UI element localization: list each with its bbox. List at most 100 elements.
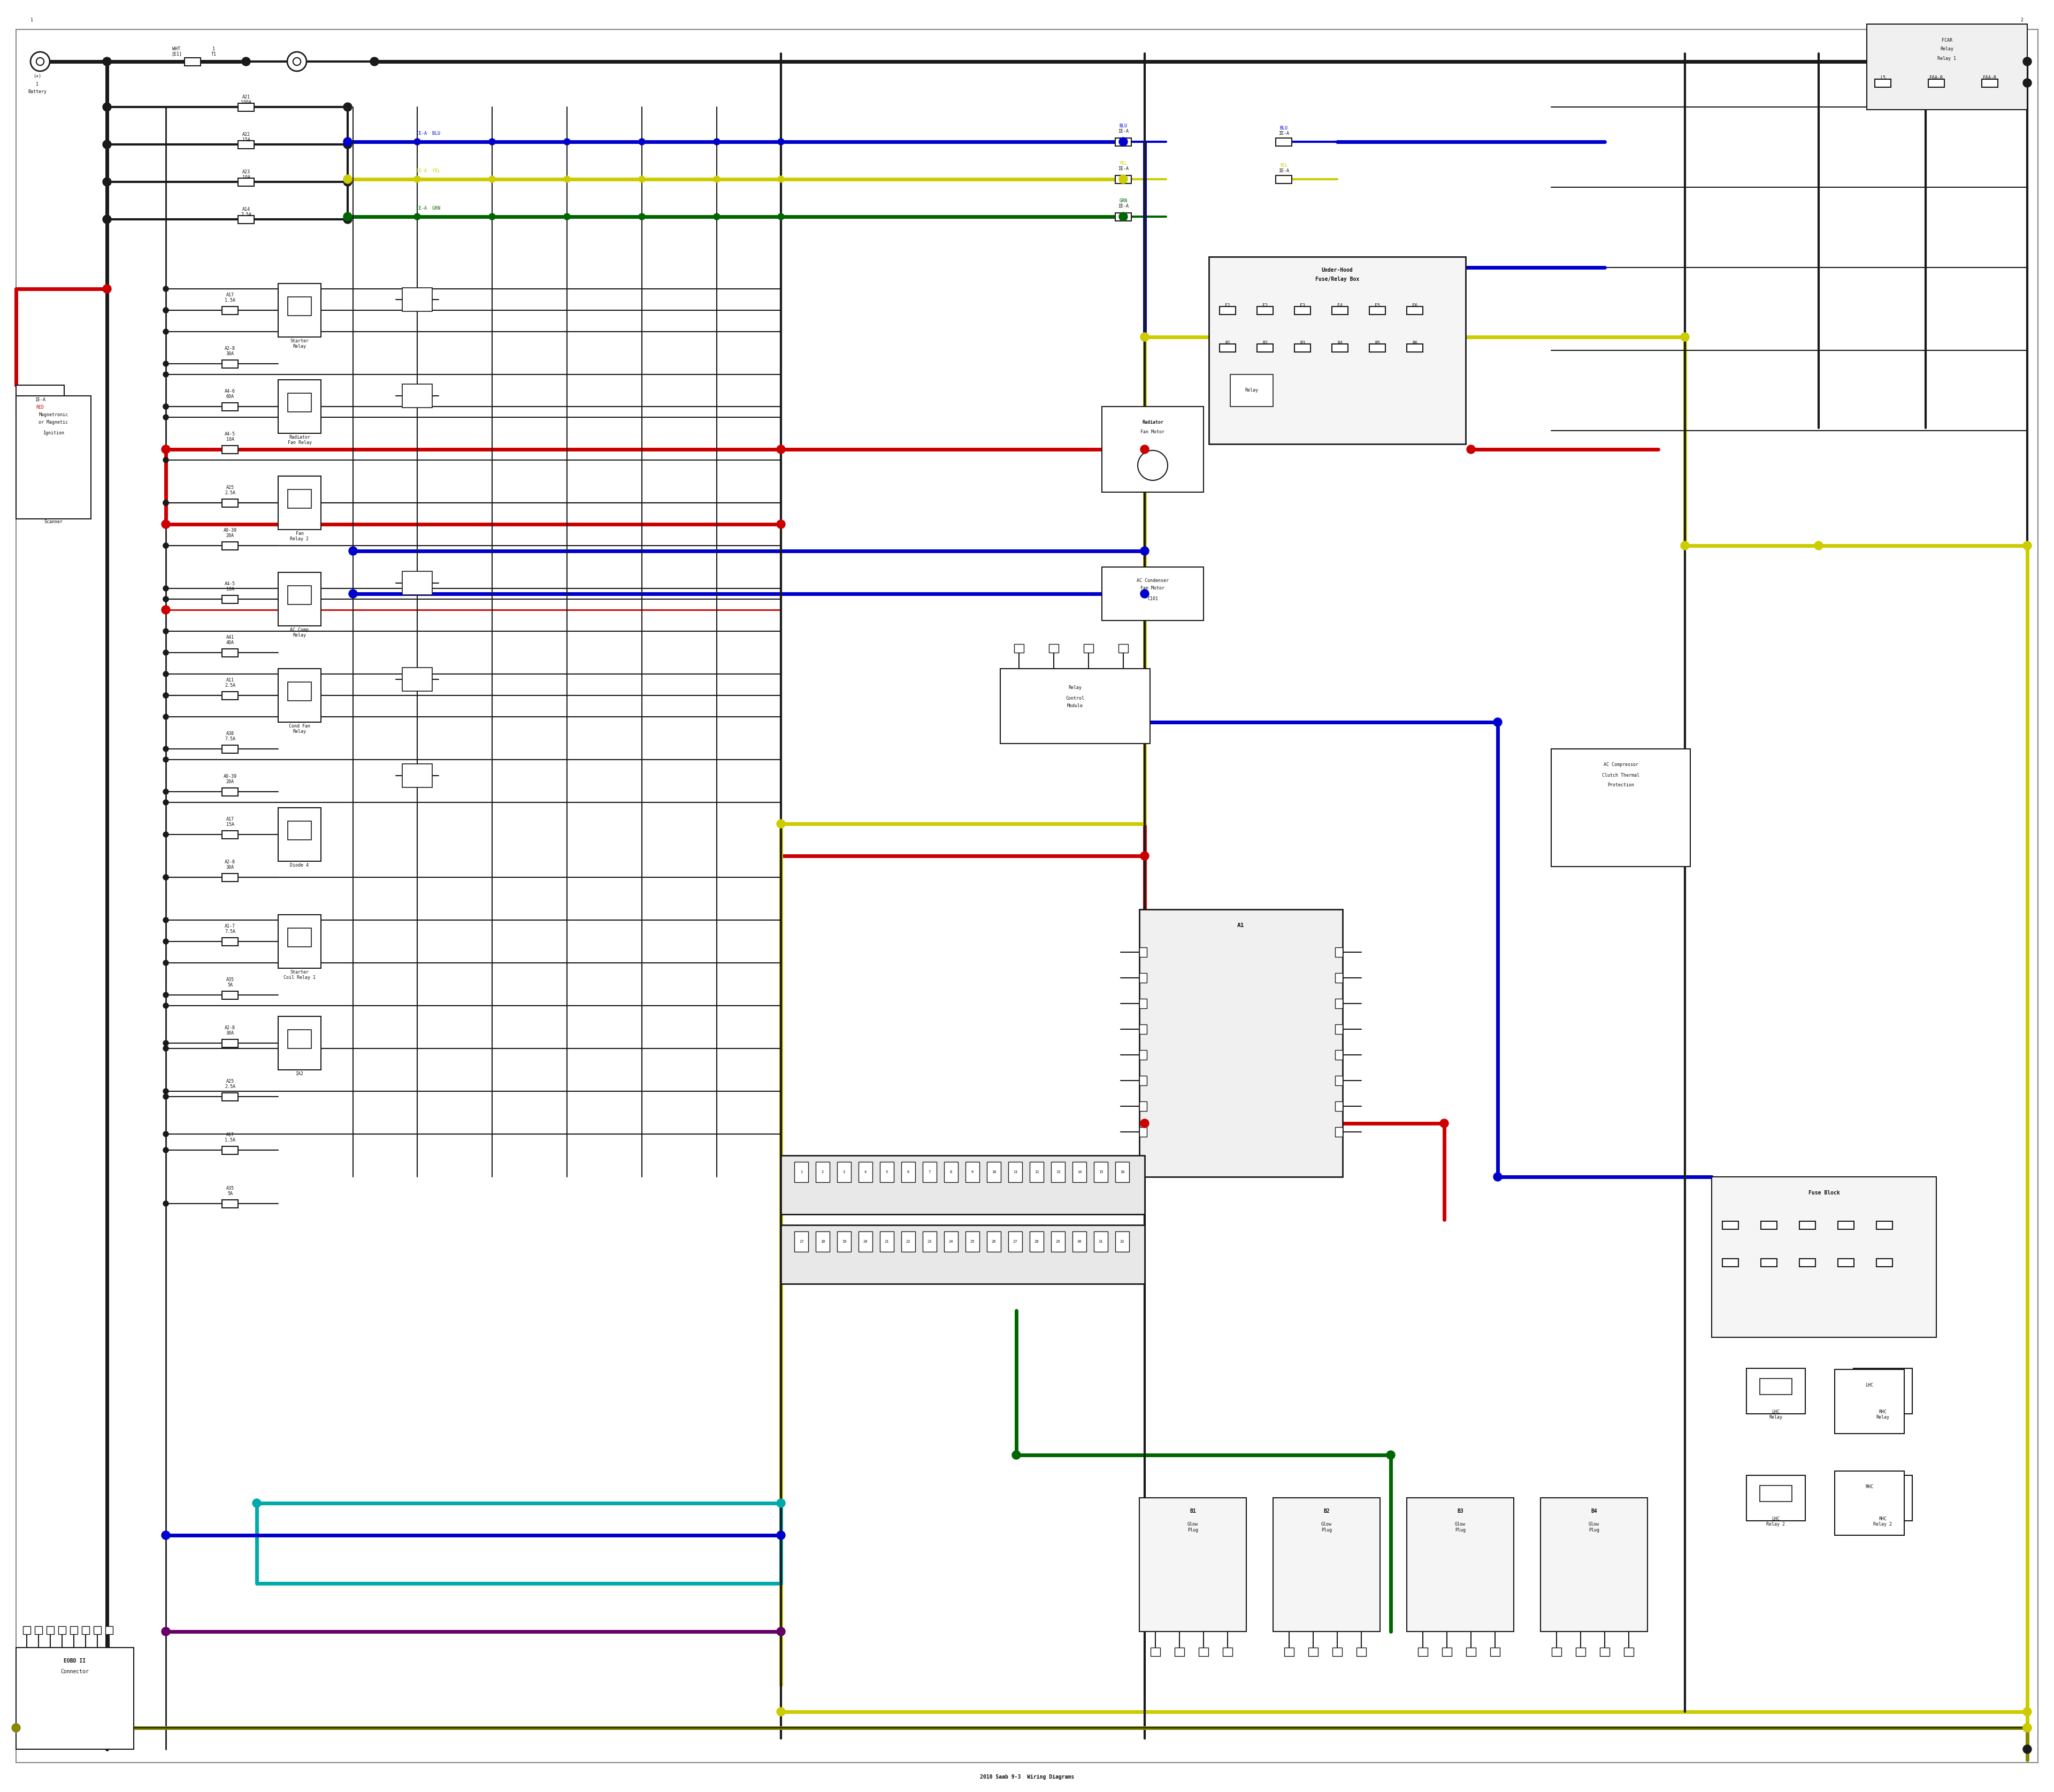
Text: A17: A17: [226, 1133, 234, 1136]
Bar: [222, 830, 238, 839]
Text: 8: 8: [949, 1170, 953, 1174]
Bar: [1407, 1498, 1514, 1631]
Bar: [222, 692, 238, 699]
Circle shape: [162, 745, 168, 751]
Circle shape: [2023, 57, 2031, 66]
Bar: [1335, 948, 1343, 957]
Bar: [1140, 1075, 1146, 1086]
Text: 12: 12: [1035, 1170, 1039, 1174]
Bar: [1867, 1486, 1900, 1502]
Text: Relay: Relay: [294, 729, 306, 735]
Circle shape: [343, 140, 351, 149]
Circle shape: [162, 1131, 168, 1136]
Bar: [277, 668, 320, 722]
Text: IA2: IA2: [296, 1072, 304, 1077]
Circle shape: [103, 57, 111, 66]
Text: 2010 Saab 9-3  Wiring Diagrams: 2010 Saab 9-3 Wiring Diagrams: [980, 1774, 1074, 1779]
Text: R3: R3: [1300, 340, 1304, 346]
Bar: [965, 1231, 980, 1253]
Bar: [1150, 1647, 1161, 1656]
Bar: [1052, 1231, 1064, 1253]
Text: A0-39: A0-39: [224, 774, 236, 778]
Circle shape: [162, 1627, 170, 1636]
Text: T1: T1: [212, 52, 216, 56]
Bar: [1220, 344, 1237, 351]
Circle shape: [349, 547, 357, 556]
Bar: [1625, 1647, 1633, 1656]
Bar: [922, 1161, 937, 1183]
Bar: [185, 57, 201, 66]
Bar: [1140, 1127, 1146, 1136]
Circle shape: [288, 52, 306, 72]
Bar: [795, 1161, 807, 1183]
Text: RHC
Relay: RHC Relay: [1875, 1410, 1890, 1419]
Text: A25: A25: [226, 1079, 234, 1084]
Bar: [945, 1231, 957, 1253]
Text: A35: A35: [226, 1186, 234, 1190]
Bar: [1029, 1231, 1043, 1253]
Circle shape: [1140, 1118, 1148, 1127]
Text: 17: 17: [799, 1240, 803, 1244]
Text: A38: A38: [226, 731, 234, 737]
Text: 30A: 30A: [226, 1030, 234, 1036]
Circle shape: [2023, 79, 2031, 88]
Circle shape: [713, 176, 721, 183]
Text: A23: A23: [242, 168, 251, 174]
Bar: [238, 177, 255, 186]
Circle shape: [2023, 1724, 2031, 1733]
Circle shape: [776, 1498, 785, 1507]
Bar: [403, 668, 431, 692]
Bar: [859, 1161, 873, 1183]
Text: IE-A  BLU: IE-A BLU: [415, 131, 440, 136]
Text: 15: 15: [1099, 1170, 1103, 1174]
Bar: [1335, 1025, 1343, 1034]
Bar: [288, 928, 312, 946]
Text: A4-6: A4-6: [224, 389, 236, 394]
Circle shape: [162, 1088, 168, 1093]
Text: 9: 9: [972, 1170, 974, 1174]
Circle shape: [162, 1093, 168, 1098]
Circle shape: [1140, 333, 1148, 340]
Text: F2: F2: [1263, 303, 1267, 308]
Bar: [1853, 1475, 1912, 1521]
Text: Fan Motor: Fan Motor: [1140, 586, 1165, 591]
Text: RED: RED: [37, 405, 43, 410]
Text: Fuse/Relay Box: Fuse/Relay Box: [1315, 276, 1360, 281]
Bar: [222, 937, 238, 946]
Circle shape: [31, 52, 49, 72]
Circle shape: [343, 138, 351, 145]
Text: Relay: Relay: [1941, 47, 1953, 52]
Bar: [277, 914, 320, 968]
Bar: [288, 586, 312, 604]
Bar: [1723, 1258, 1738, 1267]
Text: Clutch Thermal: Clutch Thermal: [1602, 772, 1639, 778]
Bar: [288, 489, 312, 507]
Text: BLU: BLU: [1119, 124, 1128, 127]
Bar: [1760, 1486, 1791, 1502]
Circle shape: [294, 57, 300, 65]
Circle shape: [776, 1708, 785, 1717]
Text: 1: 1: [37, 82, 39, 86]
Bar: [1101, 407, 1204, 493]
Text: R6: R6: [1413, 340, 1417, 346]
Circle shape: [162, 597, 168, 602]
Bar: [277, 283, 320, 337]
Bar: [403, 572, 431, 595]
Circle shape: [1140, 851, 1148, 860]
Circle shape: [1680, 541, 1688, 550]
Bar: [1101, 566, 1204, 620]
Bar: [222, 649, 238, 656]
Bar: [1467, 1647, 1475, 1656]
Circle shape: [162, 1004, 168, 1009]
Text: 27: 27: [1013, 1240, 1017, 1244]
Bar: [838, 1231, 850, 1253]
Bar: [1760, 1378, 1791, 1394]
Text: 5A: 5A: [228, 984, 232, 987]
Text: Radiator: Radiator: [1142, 419, 1163, 425]
Bar: [1029, 1161, 1043, 1183]
Bar: [1175, 1647, 1185, 1656]
Text: Glow
Plug: Glow Plug: [1454, 1521, 1467, 1532]
Bar: [1834, 1369, 1904, 1434]
Circle shape: [162, 457, 168, 462]
Bar: [1982, 79, 1999, 88]
